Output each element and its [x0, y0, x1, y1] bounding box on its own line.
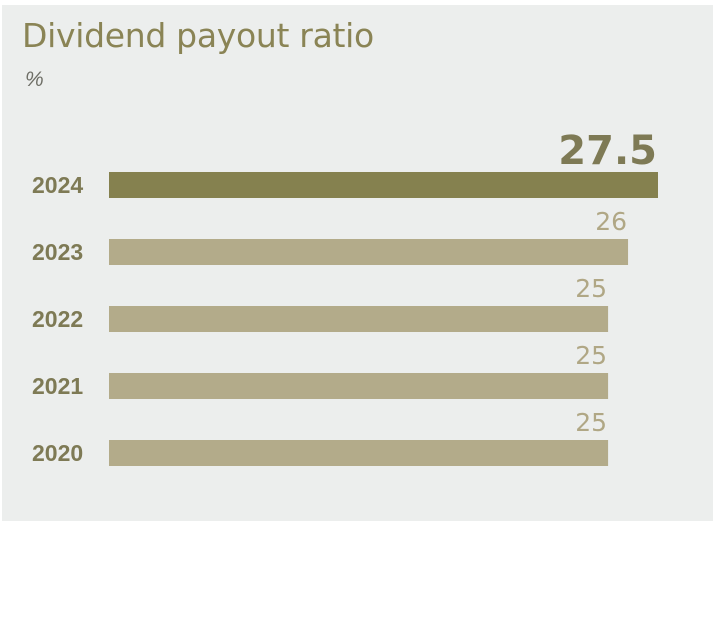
value-labels-group: 27.5 26 25 25 25 — [558, 128, 657, 437]
value-label-2024: 27.5 — [558, 128, 657, 174]
value-label-2020: 25 — [575, 408, 607, 437]
year-label-2024: 2024 — [32, 172, 83, 198]
year-label-2023: 2023 — [32, 239, 83, 265]
bar-2021 — [109, 373, 609, 399]
bars-group — [109, 172, 658, 466]
chart-title: Dividend payout ratio — [22, 16, 374, 55]
bar-2023 — [109, 239, 629, 265]
year-label-2020: 2020 — [32, 440, 83, 466]
value-label-2023: 26 — [595, 207, 627, 236]
value-label-2021: 25 — [575, 341, 607, 370]
bar-2020 — [109, 440, 609, 466]
year-label-2021: 2021 — [32, 373, 83, 399]
value-label-2022: 25 — [575, 274, 607, 303]
bar-2022 — [109, 306, 609, 332]
year-label-2022: 2022 — [32, 306, 83, 332]
year-labels-group: 2024 2023 2022 2021 2020 — [32, 172, 83, 466]
unit-label: % — [25, 68, 44, 91]
bar-2024 — [109, 172, 658, 198]
